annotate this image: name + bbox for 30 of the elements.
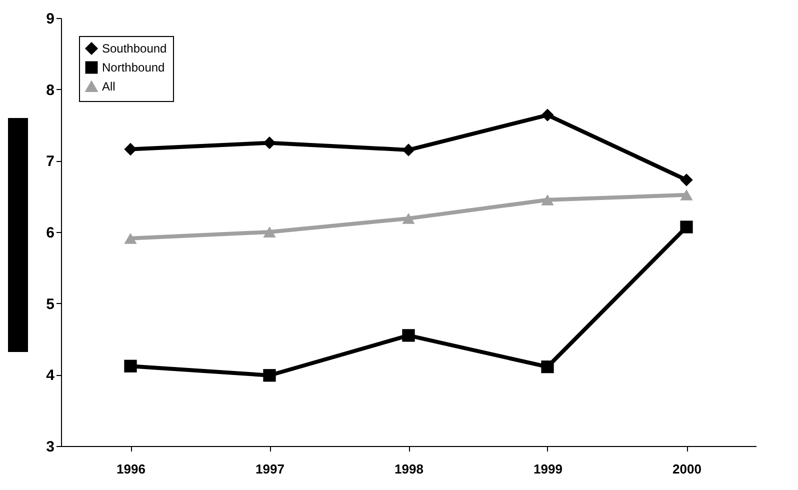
legend-label: Northbound <box>102 60 165 74</box>
x-tick-label: 2000 <box>672 462 702 476</box>
y-tick-label: 8 <box>46 82 54 99</box>
legend-label: Southbound <box>102 42 167 56</box>
x-tick-label: 1996 <box>116 462 146 476</box>
y-tick-label: 5 <box>46 296 54 313</box>
point <box>263 136 276 150</box>
legend-label: All <box>102 80 116 94</box>
y-tick-label: 3 <box>46 438 54 456</box>
point <box>680 189 693 200</box>
point <box>263 369 276 382</box>
point <box>680 220 693 234</box>
point <box>124 142 137 156</box>
point <box>402 144 415 156</box>
x-tick-label: 1999 <box>534 462 562 476</box>
point <box>680 174 693 186</box>
point <box>402 329 415 342</box>
point <box>402 212 415 224</box>
y-tick-label: 4 <box>46 367 56 384</box>
point <box>541 194 554 206</box>
x-tick-label: 1998 <box>394 462 424 476</box>
point <box>124 232 137 244</box>
x-tick-label: 1997 <box>256 462 284 476</box>
y-tick-label: 6 <box>46 224 54 242</box>
point <box>541 108 554 122</box>
point <box>263 226 276 238</box>
y-tick-label: 7 <box>46 153 54 170</box>
point <box>124 360 137 372</box>
point <box>541 360 554 374</box>
y-tick-label: 9 <box>46 10 54 28</box>
